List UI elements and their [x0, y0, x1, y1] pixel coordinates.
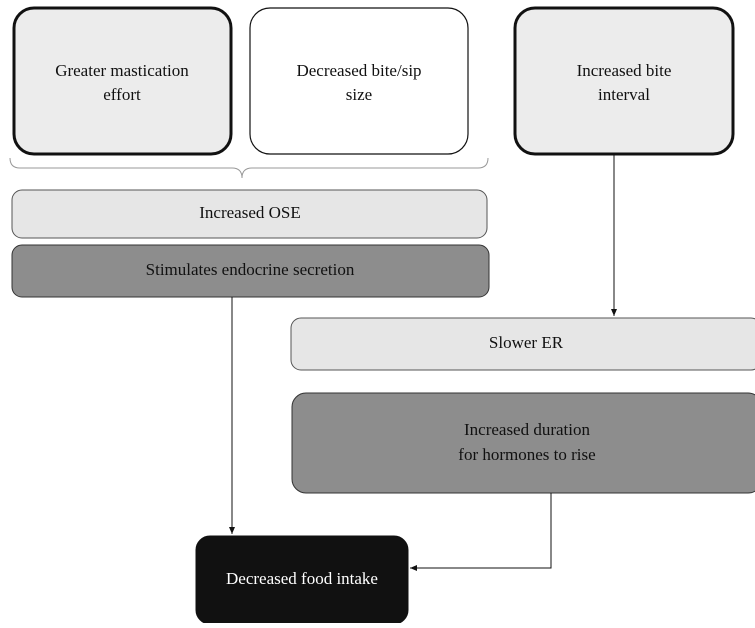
box [513, 6, 735, 156]
label: Slower ER [489, 333, 564, 352]
label: Increased OSE [199, 203, 301, 222]
label: Stimulates endocrine secretion [146, 260, 355, 279]
box [290, 317, 755, 371]
label: size [346, 85, 372, 104]
brace [9, 157, 489, 179]
box [11, 244, 490, 298]
label: Decreased food intake [226, 569, 378, 588]
label: for hormones to rise [458, 445, 595, 464]
label: Greater mastication [55, 61, 189, 80]
box [291, 392, 755, 494]
label: Increased bite [577, 61, 672, 80]
label: Decreased bite/sip [296, 61, 421, 80]
box [12, 6, 233, 156]
arrow [410, 493, 552, 571]
box [249, 7, 469, 155]
label: interval [598, 85, 650, 104]
label: effort [103, 85, 141, 104]
box [11, 189, 488, 239]
label: Increased duration [464, 420, 591, 439]
